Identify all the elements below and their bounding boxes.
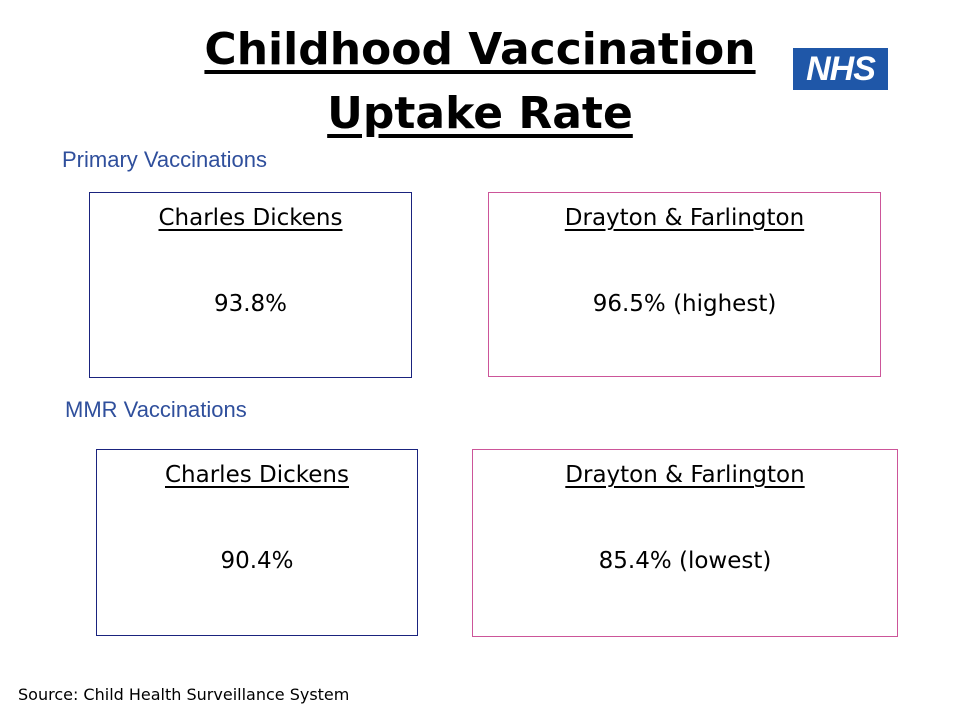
nhs-logo: NHS: [793, 48, 888, 90]
title-line-2: Uptake Rate: [327, 88, 633, 139]
card-uptake-value: 93.8%: [213, 291, 288, 317]
mmr-charles-dickens-card: Charles Dickens 90.4%: [96, 449, 418, 636]
mmr-drayton-farlington-card: Drayton & Farlington 85.4% (lowest): [472, 449, 898, 637]
primary-drayton-farlington-card: Drayton & Farlington 96.5% (highest): [488, 192, 881, 377]
primary-charles-dickens-card: Charles Dickens 93.8%: [89, 192, 412, 378]
mmr-vaccinations-label: MMR Vaccinations: [65, 397, 247, 422]
card-uptake-value: 85.4% (lowest): [598, 548, 772, 574]
title-line-1: Childhood Vaccination: [204, 24, 756, 75]
source-note: Source: Child Health Surveillance System: [18, 685, 350, 704]
card-practice-name: Charles Dickens: [165, 462, 349, 488]
page-title: Childhood Vaccination Uptake Rate: [180, 18, 780, 146]
card-practice-name: Charles Dickens: [158, 205, 343, 231]
card-practice-name: Drayton & Farlington: [564, 205, 805, 231]
card-uptake-value: 90.4%: [220, 548, 294, 574]
card-uptake-value: 96.5% (highest): [592, 291, 777, 317]
primary-vaccinations-label: Primary Vaccinations: [62, 147, 267, 172]
card-practice-name: Drayton & Farlington: [565, 462, 805, 488]
